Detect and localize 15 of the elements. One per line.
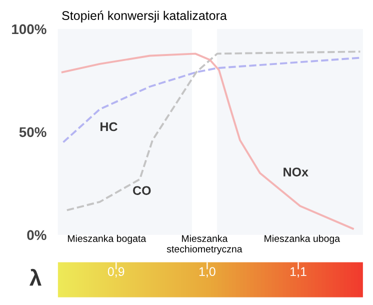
y-tick-label: 50% <box>19 127 46 138</box>
series-label: NOx <box>284 168 308 176</box>
line-series <box>62 56 362 144</box>
annotation: Mieszanka uboga <box>264 234 340 244</box>
y-tick-label: 0% <box>27 230 46 240</box>
band-label: Mieszanka stechiometryczna <box>166 234 242 254</box>
x-tick-label: 0,9 <box>108 267 124 278</box>
chart-title: Stopień konwersji katalizatora <box>62 10 227 22</box>
series-label: HC <box>100 122 118 132</box>
y-tick-label: 100% <box>12 24 46 34</box>
x-tick-label: 1,1 <box>290 267 306 278</box>
x-axis-title: λ <box>30 268 42 286</box>
annotation: Mieszanka bogata <box>68 234 146 244</box>
x-tick-label: 1,0 <box>199 267 216 278</box>
series-label: CO <box>133 186 151 195</box>
